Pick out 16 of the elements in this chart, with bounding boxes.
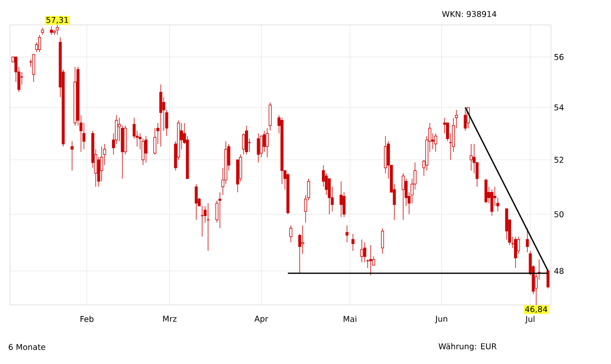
y-tick-label: 54 (554, 104, 564, 110)
text: Währung: EUR (438, 343, 497, 351)
y-tick-label: 52 (554, 156, 564, 163)
y-tick-label: 50 (554, 211, 564, 218)
x-tick-label: Jun (434, 316, 448, 324)
x-tick-label: Mai (344, 316, 356, 322)
x-tick-label: Mrz (163, 316, 176, 322)
annotation: 57,31 (46, 16, 68, 24)
y-tick-label: 48 (554, 268, 564, 274)
text: 6 Monate (8, 344, 46, 350)
y-tick-label: 56 (554, 54, 564, 60)
x-tick-label: Apr (254, 316, 268, 324)
x-tick-label: Jul (525, 316, 534, 324)
annotation: 46,84 (525, 306, 548, 313)
text: WKN: 938914 (442, 10, 496, 18)
x-tick-label: Feb (80, 316, 94, 322)
